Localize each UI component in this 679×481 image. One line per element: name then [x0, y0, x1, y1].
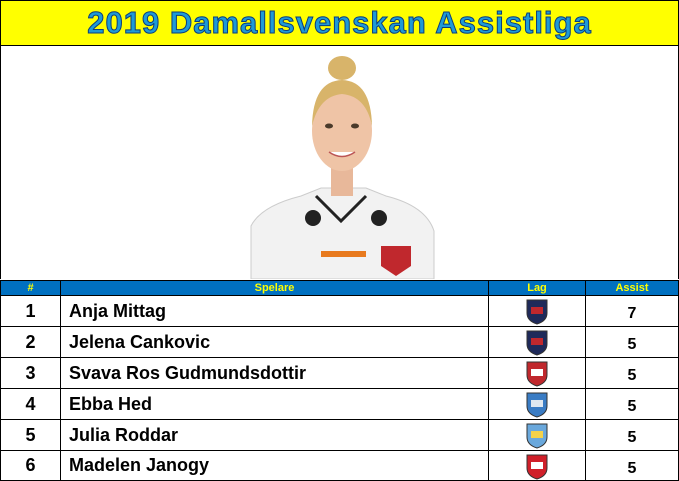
team-cell: [489, 327, 586, 358]
player-name: Julia Roddar: [61, 420, 489, 451]
rank: 6: [0, 451, 61, 481]
player-name: Ebba Hed: [61, 389, 489, 420]
player-name: Anja Mittag: [61, 296, 489, 327]
title: 2019 Damallsvenskan Assistliga: [0, 0, 679, 46]
player-name: Madelen Janogy: [61, 451, 489, 481]
rank: 3: [0, 358, 61, 389]
column-header: Spelare: [61, 280, 489, 296]
team-cell: [489, 296, 586, 327]
assists: 5: [586, 451, 679, 481]
player-name: Svava Ros Gudmundsdottir: [61, 358, 489, 389]
team-logo: [526, 330, 548, 356]
column-header: Assist: [586, 280, 679, 296]
column-header: Lag: [489, 280, 586, 296]
team-cell: [489, 358, 586, 389]
player-name: Jelena Cankovic: [61, 327, 489, 358]
rank: 1: [0, 296, 61, 327]
assists: 5: [586, 327, 679, 358]
team-logo: [526, 423, 548, 449]
team-cell: [489, 420, 586, 451]
team-logo: [526, 392, 548, 418]
team-logo: [526, 454, 548, 480]
team-cell: [489, 451, 586, 481]
team-logo: [526, 361, 548, 387]
rank: 5: [0, 420, 61, 451]
assists: 5: [586, 389, 679, 420]
column-header: #: [0, 280, 61, 296]
team-cell: [489, 389, 586, 420]
rank: 2: [0, 327, 61, 358]
team-logo: [526, 299, 548, 325]
assists: 5: [586, 420, 679, 451]
assists: 7: [586, 296, 679, 327]
rank: 4: [0, 389, 61, 420]
player-photo: [0, 46, 679, 279]
assists: 5: [586, 358, 679, 389]
